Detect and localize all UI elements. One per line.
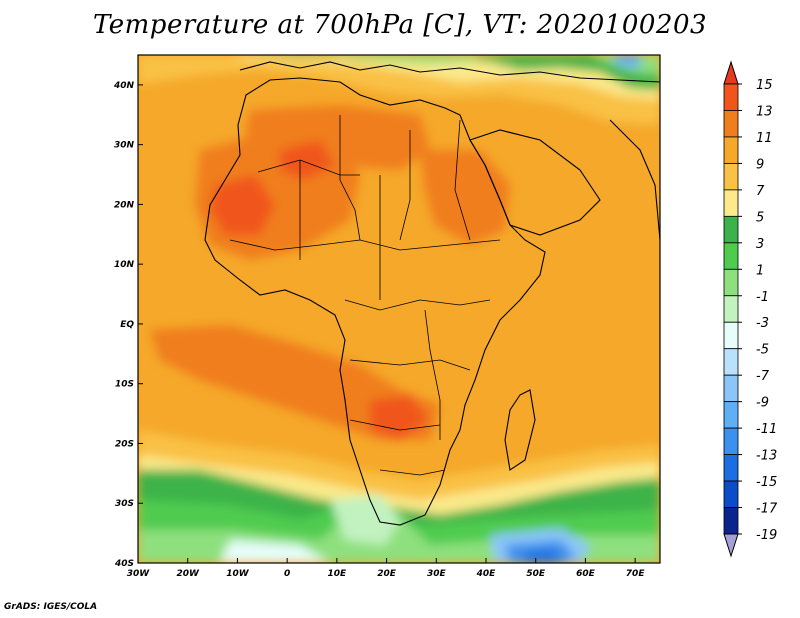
field-south-neg5: [220, 540, 330, 563]
y-tick-label: EQ: [120, 320, 134, 330]
field-sudan-warm: [420, 150, 510, 245]
x-tick-label: 10E: [328, 569, 348, 579]
y-tick-label: 20S: [115, 439, 134, 449]
madagascar: [504, 389, 536, 471]
x-axis-ticks: 30W 20W 10W 0 10E 20E 30E 40E 50E 60E 70E: [127, 558, 646, 579]
colorbar-box: [723, 83, 739, 111]
y-tick-label: 10N: [114, 260, 135, 270]
colorbar-box: [723, 427, 739, 455]
y-tick-label: 40S: [114, 559, 134, 569]
colorbar-box: [723, 507, 739, 535]
y-tick-label: 10S: [115, 380, 134, 390]
x-tick-label: 50E: [526, 569, 546, 579]
x-tick-label: 60E: [576, 569, 596, 579]
colorbar-label: -1: [756, 290, 769, 305]
colorbar-label: -17: [756, 502, 778, 517]
field-south-neg3: [330, 495, 400, 545]
y-tick-label: 30S: [115, 499, 134, 509]
india: [609, 119, 660, 241]
colorbar-label: -7: [756, 369, 770, 384]
field-band-1: [330, 55, 480, 64]
colorbar-box: [723, 374, 739, 403]
temperature-field: [138, 55, 660, 563]
x-tick-label: 30W: [127, 569, 151, 579]
colorbar-label: 7: [756, 184, 765, 199]
field-band-neg5: [610, 55, 640, 68]
field-band-3: [240, 55, 660, 90]
colorbar-box: [723, 480, 739, 508]
africa-coastline: [204, 77, 546, 526]
colorbar-label: 15: [756, 78, 773, 93]
x-tick-label: 0: [284, 569, 290, 579]
x-tick-label: 70E: [626, 569, 646, 579]
y-tick-label: 20N: [114, 200, 135, 210]
colorbar-top-triangle: [723, 60, 739, 85]
field-atlantic-warm: [150, 325, 440, 440]
x-tick-label: 30E: [427, 569, 447, 579]
colorbar-box: [723, 454, 739, 482]
y-tick-label: 30N: [114, 141, 135, 151]
colorbar-label: 1: [756, 263, 764, 278]
colorbar-label: -11: [756, 422, 777, 437]
field-hot-2: [370, 395, 430, 440]
colorbar-box: [723, 401, 739, 429]
colorbar-label: -15: [756, 475, 777, 490]
colorbar-label: -9: [756, 396, 769, 411]
x-tick-label: 40E: [476, 569, 497, 579]
colorbar: 15 13 11 9 7 5 3 1 -1 -3 -5 -7 -9 -11 -13 -15 -17 -19: [723, 60, 778, 558]
x-tick-label: 20W: [176, 569, 200, 579]
colorbar-box: [723, 268, 739, 297]
y-tick-label: 40N: [113, 81, 135, 91]
colorbar-box: [723, 163, 739, 191]
chart-title: Temperature at 700hPa [C], VT: 202010020…: [92, 10, 708, 40]
colorbar-label: 9: [756, 157, 764, 172]
x-tick-label: 20E: [377, 569, 397, 579]
colorbar-label: 13: [756, 104, 773, 119]
credit-text: GrADS: IGES/COLA: [4, 602, 98, 612]
colorbar-label: 11: [756, 131, 773, 146]
colorbar-label: -3: [756, 316, 769, 331]
arabia: [469, 129, 601, 236]
field-south-cold-3: [525, 550, 560, 563]
y-axis-ticks: 40S 30S 20S 10S EQ 10N 20N 30N 40N: [113, 81, 143, 569]
colorbar-box: [723, 348, 739, 376]
colorbar-label: -5: [756, 343, 769, 358]
field-hot-1: [210, 175, 275, 235]
colorbar-label: -13: [756, 449, 777, 464]
colorbar-label: 3: [756, 237, 764, 252]
colorbar-box: [723, 189, 739, 217]
plot-frame: [137, 54, 661, 564]
europe-coast: [239, 61, 660, 83]
coastlines: [204, 61, 660, 526]
colorbar-label: 5: [756, 210, 764, 225]
colorbar-box: [723, 215, 739, 244]
x-tick-label: 10W: [226, 569, 250, 579]
colorbar-label: -19: [756, 528, 777, 543]
colorbar-box: [723, 295, 739, 323]
colorbar-box: [723, 321, 739, 350]
colorbar-box: [723, 110, 739, 138]
country-borders: [229, 115, 501, 476]
field-hot-3: [280, 140, 335, 180]
colorbar-box: [723, 242, 739, 270]
colorbar-box: [723, 136, 739, 164]
field-maghreb-warm: [245, 105, 430, 170]
colorbar-bottom-triangle: [723, 533, 739, 558]
